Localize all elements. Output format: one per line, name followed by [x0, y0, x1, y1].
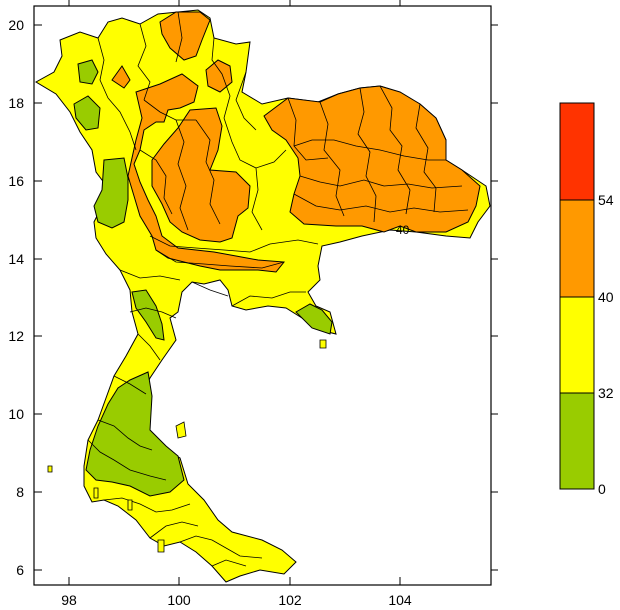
province-boundaries [87, 11, 469, 567]
legend-label-54: 54 [598, 192, 614, 208]
green-zone-west [93, 157, 129, 229]
islands [47, 339, 327, 553]
y-tick-6: 6 [16, 562, 24, 578]
orange-zone-central-2 [151, 107, 251, 243]
green-zone-south [85, 371, 185, 497]
y-tick-12: 12 [8, 328, 24, 344]
legend-band-40-54 [559, 199, 595, 298]
legend-band-54-plus [559, 102, 595, 201]
legend-band-0-32 [559, 392, 595, 490]
x-axis-ticks [68, 0, 401, 585]
contour-label-40: 40 [396, 223, 410, 237]
x-tick-104: 104 [388, 592, 412, 608]
y-tick-10: 10 [8, 406, 24, 422]
legend-label-0: 0 [598, 481, 606, 497]
green-zone-northwest [73, 95, 101, 131]
green-zone-east-coast [295, 303, 333, 335]
x-tick-98: 98 [61, 592, 77, 608]
y-tick-14: 14 [8, 251, 24, 267]
green-zone-north [77, 59, 99, 85]
orange-zone-far-north [159, 11, 211, 61]
orange-zone-nw-small [111, 65, 131, 89]
x-tick-102: 102 [278, 592, 302, 608]
x-tick-100: 100 [167, 592, 191, 608]
legend-label-40: 40 [598, 289, 614, 305]
orange-zone-central [127, 73, 285, 273]
y-axis-ticks [34, 24, 498, 571]
legend-label-32: 32 [598, 385, 614, 401]
y-tick-18: 18 [8, 95, 24, 111]
green-zone-west-coast [131, 289, 165, 341]
legend-colorbar [559, 102, 595, 490]
y-tick-20: 20 [8, 17, 24, 33]
orange-zone-northeast [263, 85, 481, 233]
y-tick-8: 8 [16, 484, 24, 500]
legend-band-32-40 [559, 296, 595, 394]
y-tick-16: 16 [8, 173, 24, 189]
